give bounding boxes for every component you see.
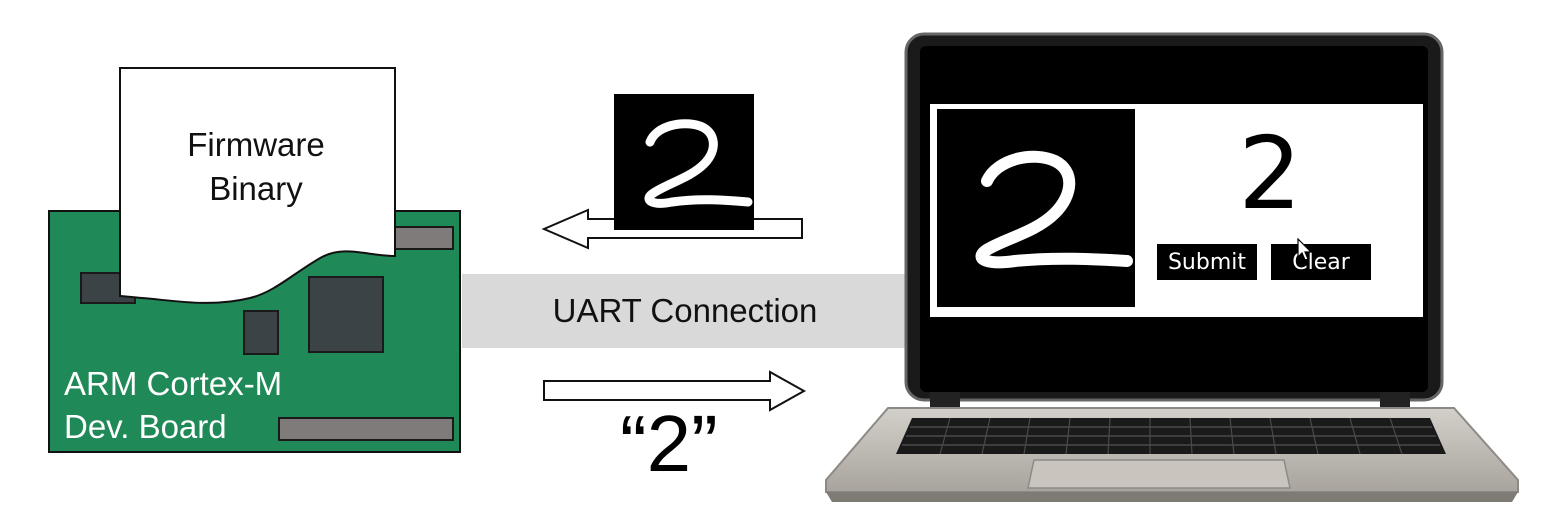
board-label-line2: Dev. Board: [64, 408, 227, 445]
board-chip: [243, 310, 279, 355]
firmware-label-line2: Binary: [209, 170, 303, 207]
board-label: ARM Cortex-M Dev. Board: [64, 362, 282, 448]
board-connector: [278, 417, 454, 441]
mouse-cursor-icon: [1297, 238, 1313, 261]
digit-image: [614, 94, 754, 230]
prediction-output: 2: [1238, 115, 1302, 232]
firmware-label-line1: Firmware: [187, 126, 325, 163]
result-label: “2”: [620, 399, 718, 488]
right-arrow-icon: [543, 370, 807, 412]
board-label-line1: ARM Cortex-M: [64, 365, 283, 402]
firmware-page-icon: [119, 67, 396, 304]
uart-connection-band: UART Connection: [462, 274, 908, 348]
uart-connection-label: UART Connection: [552, 292, 818, 329]
submit-button[interactable]: Submit: [1157, 244, 1257, 280]
board-chip: [308, 276, 384, 353]
firmware-label: Firmware Binary: [120, 123, 392, 211]
clear-button[interactable]: Clear: [1271, 244, 1371, 280]
drawing-canvas[interactable]: [937, 109, 1135, 307]
transfer-arrows: [541, 208, 807, 412]
handwritten-digit-icon: [644, 119, 753, 208]
handwritten-digit-icon: [975, 150, 1133, 269]
